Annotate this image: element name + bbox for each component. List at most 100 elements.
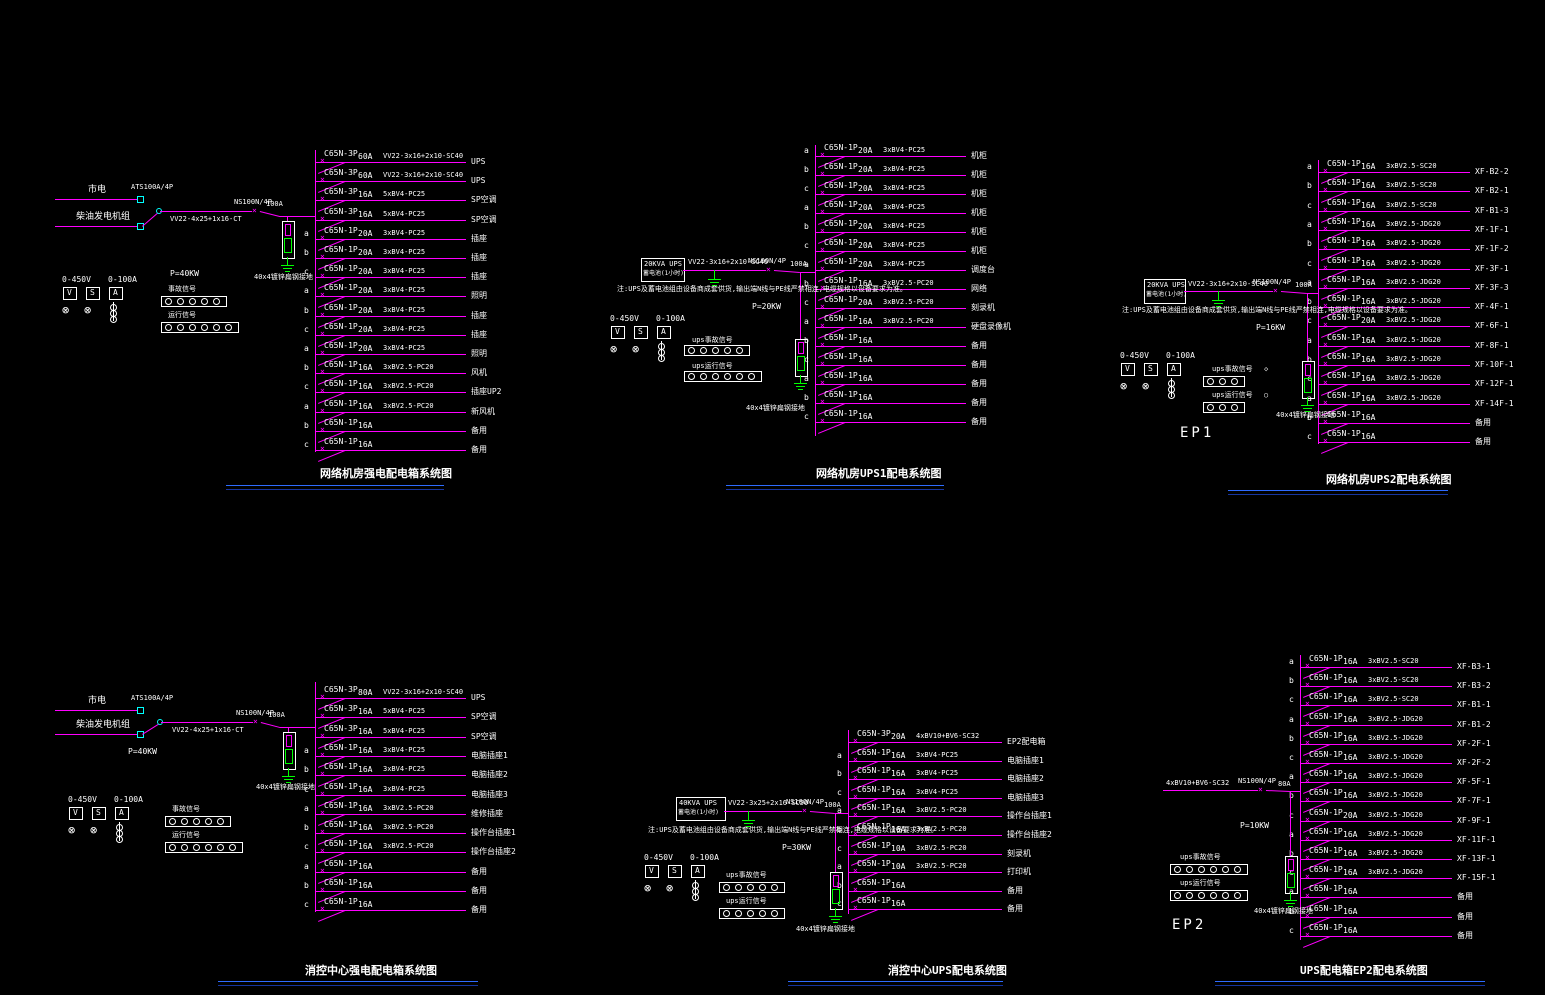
branch-phase: a [1289,887,1294,897]
branch-cable-spec: VV22-3x16+2x10-SC40 [383,688,464,696]
branch-breaker-model: C65N-3P [324,685,358,694]
breaker-cross-icon: × [320,424,325,434]
branch-wire [1318,307,1470,309]
branch-load-label: XF-B1-2 [1457,719,1491,729]
branch-amp-rating: 20A [858,146,873,155]
branch-breaker-model: C65N-1P [1309,922,1343,932]
branch-phase: c [1289,810,1294,820]
breaker-cross-icon: × [853,884,858,894]
ups-box-line2: 蓄电池(1小时) [678,809,719,816]
branch-load-label: 备用 [971,360,987,369]
branch-phase: c [837,787,842,797]
branch-wire [315,910,466,912]
strip-terminal [700,373,707,380]
strip-terminal [736,373,743,380]
branch-phase: a [804,317,809,326]
spd-wire [800,272,801,339]
branch-wire [815,156,966,157]
ground-icon [1218,296,1219,300]
branch-load-label: 插座UP2 [471,387,502,397]
branch-breaker-model: C65N-1P [324,321,358,331]
branch-phase: b [1289,791,1294,801]
breaker-cross-icon: × [766,265,771,274]
incoming-breaker-amp: 100A [824,801,841,809]
incoming-wire [1163,790,1258,791]
diagram-title: 网络机房UPS2配电系统图 [1326,473,1452,486]
branch-phase: a [1307,219,1312,229]
branch-phase: b [804,393,809,402]
branch-amp-rating: 16A [891,750,906,760]
meter-box [645,865,659,878]
branch-load-label: 备用 [1475,417,1491,427]
strip-symbol-icon: ○ [1264,391,1269,399]
branch-load-label: XF-1F-2 [1475,244,1509,254]
branch-cable-spec: 3xBV2.5-PC20 [883,317,934,325]
branch-wire [848,742,1002,743]
breaker-cross-icon: × [320,444,325,453]
strip-terminal [723,910,730,917]
mains-label: 市电 [88,185,107,195]
branch-breaker-model: C65N-1P [857,840,891,850]
branch-wire [815,403,966,404]
branch-breaker-model: C65N-1P [324,302,358,312]
spd-icon [830,872,843,910]
power-rating: P=20KW [752,302,781,311]
ground-icon [835,912,836,916]
breaker-cross-icon: × [820,188,825,197]
terminal-strip [1170,890,1248,901]
mains-label: 市电 [88,696,107,706]
branch-load-label: XF-6F-1 [1475,321,1509,331]
switch-blade [1265,790,1290,792]
branch-cable-spec: 3xBV4-PC25 [883,241,926,249]
strip-terminal [193,818,200,825]
branch-amp-rating: 20A [358,228,373,238]
strip-terminal [736,347,743,354]
meter-box [109,287,123,300]
incoming-cable-spec: VV22-3x16+2x10-SC40 [688,258,769,266]
branch-phase: a [304,401,309,411]
branch-wire [1318,365,1470,366]
branch-load-label: XF-B3-1 [1457,662,1491,671]
branch-load-label: 电脑插座1 [1007,755,1044,765]
branch-amp-rating: 16A [358,745,373,755]
branch-load-label: 备用 [1007,885,1023,895]
branch-cable-spec: 3xBV2.5-PC20 [916,806,967,815]
strip-terminal [1219,404,1226,411]
ground-note: 40x4镀锌扁钢接地 [256,783,315,791]
branch-wire [315,200,466,202]
branch-cable-spec: 3xBV2.5-PC20 [383,803,434,812]
branch-breaker-model: C65N-1P [324,417,358,427]
ammeter-range: 0-100A [108,275,137,284]
branch-phase: b [304,305,309,315]
branch-wire [315,755,466,757]
ground-icon [831,919,840,920]
ground-icon [1286,903,1295,904]
branch-breaker-model: C65N-1P [857,747,891,757]
install-note: 注:UPS及蓄电池组由设备商成套供货,输出端N线与PE线严禁相连,电缆规格以设备… [617,285,907,293]
spd-wire [288,727,289,732]
branch-phase: a [837,862,842,872]
strip-terminal [712,373,719,380]
branch-amp-rating: 20A [358,305,373,315]
branch-cable-spec: 3xBV2.5-JDG20 [1386,297,1441,306]
branch-wire [815,251,966,252]
branch-load-label: SP空调 [471,712,497,722]
incoming-wire [280,216,315,217]
breaker-cross-icon: × [1273,286,1278,295]
strip-terminal [229,844,236,851]
incoming-wire [835,813,848,814]
breaker-cross-icon: × [320,367,325,377]
branch-phase: a [837,750,842,760]
branch-wire [315,871,466,873]
branch-phase: c [1289,753,1294,762]
branch-phase: b [1289,676,1294,686]
ground-icon [287,261,288,265]
meter-a: A [113,288,118,297]
ground-note: 40x4镀锌扁钢接地 [1254,907,1313,915]
branch-cable-spec: 3xBV4-PC25 [383,324,426,333]
switch-blade [259,211,280,217]
switch-blade [260,722,280,728]
branch-load-label: 插座 [471,253,487,262]
branch-cable-spec: 3xBV2.5-JDG20 [1368,810,1423,819]
breaker-cross-icon: × [320,885,325,894]
